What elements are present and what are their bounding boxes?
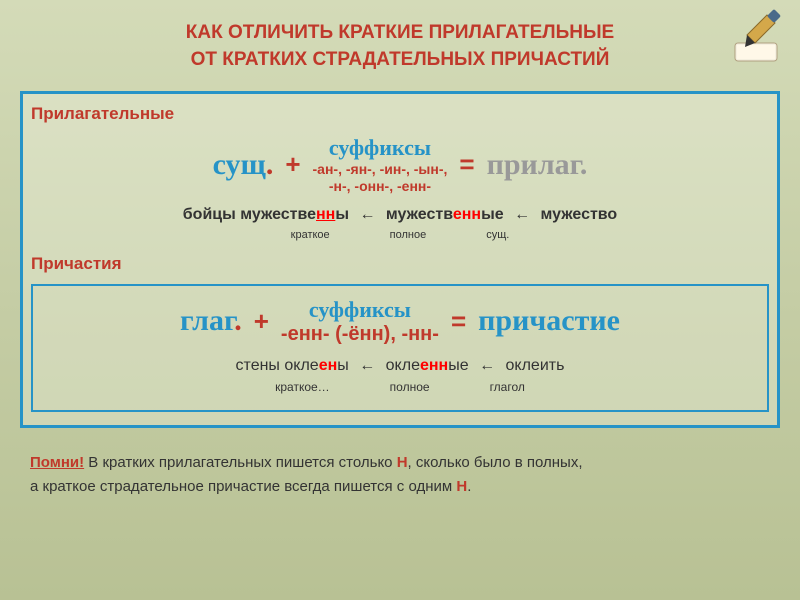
main-container: Прилагательные сущ. + суффиксы -ан-, -ян… [20, 91, 780, 428]
adjectives-label: Прилагательные [23, 99, 777, 129]
note-text: Помни! В кратких прилагательных пишется … [0, 436, 800, 514]
plus-sign: + [254, 306, 269, 337]
suffix-block: суффиксы -ан-, -ян-, -ин-, -ын-, -н-, -о… [313, 135, 448, 195]
participles-box: глаг. + суффиксы -енн- (-ённ), -нн- = пр… [31, 284, 769, 412]
suffix-list-1: -ан-, -ян-, -ин-, -ын-, [313, 161, 448, 178]
pen-icon [725, 5, 785, 65]
adjectives-formula: сущ. + суффиксы -ан-, -ян-, -ин-, -ын-, … [23, 129, 777, 201]
plus-sign: + [285, 149, 300, 180]
suffix-list-2: -н-, -онн-, -енн- [313, 178, 448, 195]
title-line-2: ОТ КРАТКИХ СТРАДАТЕЛЬНЫХ ПРИЧАСТИЙ [30, 47, 770, 74]
suffix-label: суффиксы [281, 297, 439, 323]
arrow-icon: ← [353, 206, 381, 223]
participles-example: стены оклеены ← оклеенные ← оклеить [33, 352, 767, 380]
participles-formula: глаг. + суффиксы -енн- (-ённ), -нн- = пр… [33, 291, 767, 352]
arrow-icon: ← [508, 206, 536, 223]
adjective-word: прилаг. [487, 148, 588, 182]
noun-word: сущ. [213, 148, 274, 182]
suffix-block: суффиксы -енн- (-ённ), -нн- [281, 297, 439, 346]
participles-label: Причастия [23, 249, 777, 279]
arrow-icon: ← [353, 357, 381, 374]
suffix-list: -енн- (-ённ), -нн- [281, 323, 439, 346]
suffix-label: суффиксы [313, 135, 448, 161]
participle-word: причастие [478, 304, 620, 338]
verb-word: глаг. [180, 304, 242, 338]
adjectives-example: бойцы мужественны ← мужественные ← мужес… [23, 201, 777, 229]
equals-sign: = [459, 149, 474, 180]
page-title: КАК ОТЛИЧИТЬ КРАТКИЕ ПРИЛАГАТЕЛЬНЫЕ ОТ К… [0, 0, 800, 83]
title-line-1: КАК ОТЛИЧИТЬ КРАТКИЕ ПРИЛАГАТЕЛЬНЫЕ [30, 20, 770, 47]
equals-sign: = [451, 306, 466, 337]
participles-labels: краткое… полное глагол [33, 380, 767, 402]
adjectives-labels: краткое полное сущ. [23, 229, 777, 249]
arrow-icon: ← [473, 357, 501, 374]
